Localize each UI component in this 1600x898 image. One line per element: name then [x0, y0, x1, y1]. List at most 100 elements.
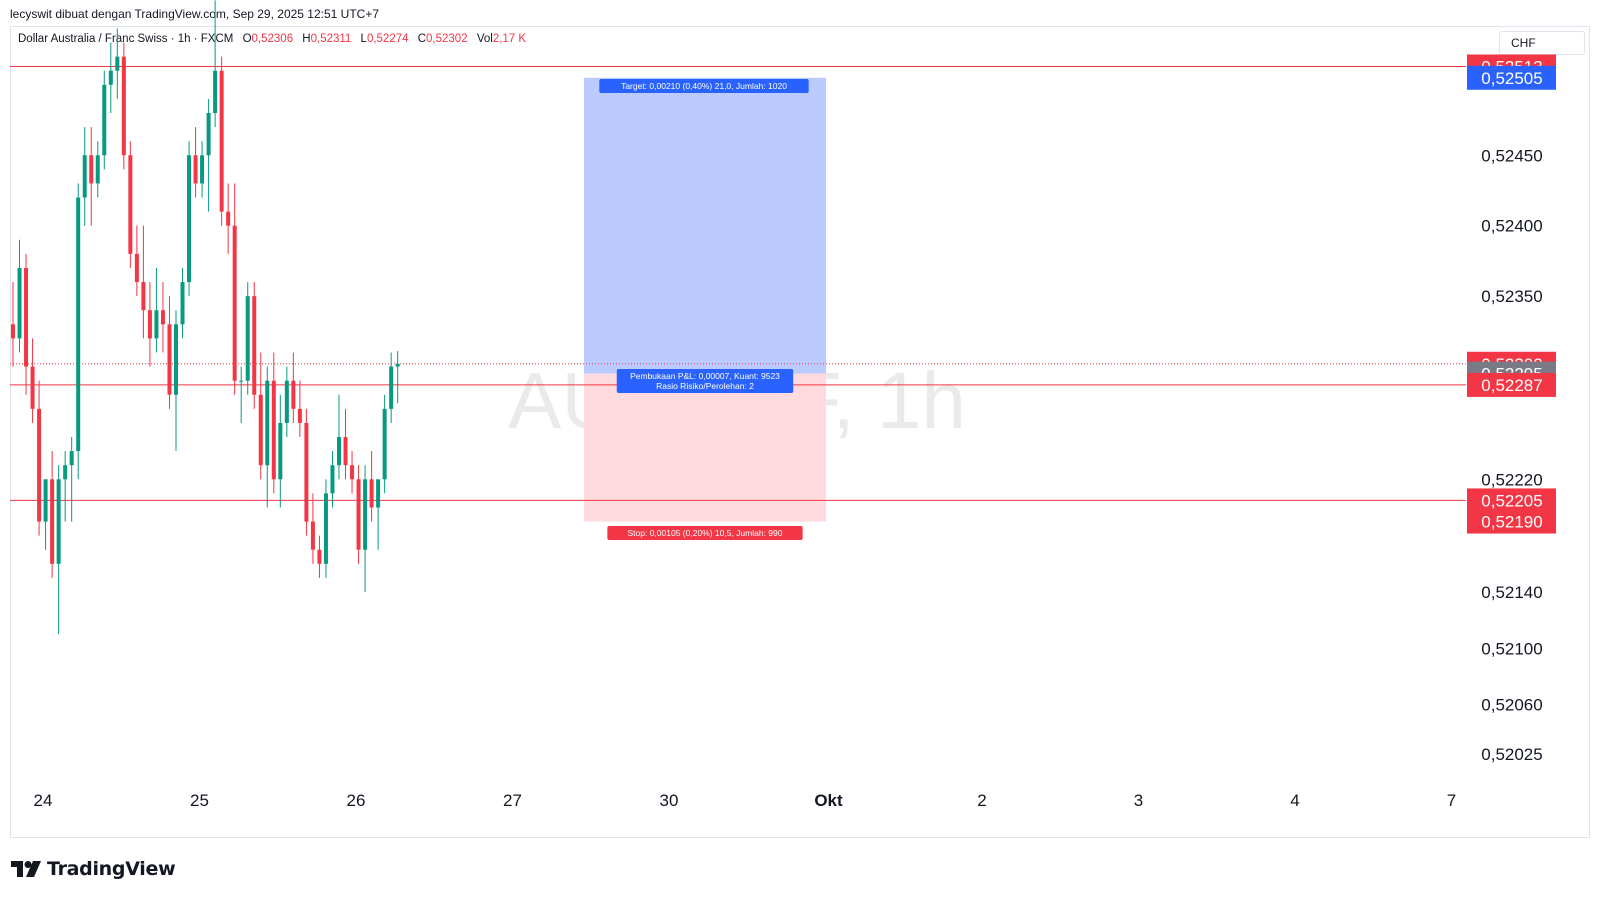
candle-body	[141, 282, 146, 311]
candle-body	[63, 465, 68, 480]
price-tick-label: 0,52100	[1481, 639, 1542, 658]
target-label-text: Target: 0,00210 (0,40%) 21,0, Jumlah: 10…	[621, 81, 787, 91]
candle	[17, 239, 22, 353]
candle-body	[330, 465, 335, 494]
entry-label-text: Pembukaan P&L: 0,00007, Kuant: 9523	[630, 371, 780, 381]
chart-attribution: lecyswit dibuat dengan TradingView.com, …	[10, 7, 380, 21]
candle-body	[180, 282, 185, 325]
candle-body	[271, 380, 276, 480]
price-tick-label: 0,52450	[1481, 146, 1542, 165]
candle	[245, 282, 250, 395]
candle	[141, 225, 146, 339]
price-axis-label: 0,52205	[1481, 491, 1542, 510]
candle	[350, 451, 355, 494]
candle	[356, 465, 361, 564]
candle	[193, 127, 198, 198]
candle-body	[304, 422, 309, 522]
price-tick-label: 0,52025	[1481, 745, 1542, 764]
entry-label-bg	[616, 369, 794, 393]
candle-body	[232, 225, 237, 381]
price-axis-label: 0,52287	[1481, 376, 1542, 395]
stop-zone	[584, 373, 826, 522]
tradingview-logo: TradingView	[11, 857, 176, 881]
candle-body	[167, 324, 172, 395]
candle-body	[193, 155, 198, 184]
candle	[187, 141, 192, 297]
candle-body	[102, 84, 107, 156]
time-tick-label: Okt	[814, 791, 843, 810]
low-label: L	[360, 33, 367, 45]
candle-body	[128, 155, 133, 254]
candle	[11, 282, 15, 367]
open-label: O	[242, 33, 252, 45]
candle-body	[219, 70, 224, 212]
candle	[317, 535, 322, 578]
candle-body	[226, 211, 231, 226]
candle-body	[337, 437, 341, 466]
candle	[206, 98, 211, 212]
candle	[43, 479, 48, 550]
time-tick-label: 24	[34, 791, 53, 810]
volume-label: Vol	[476, 33, 493, 45]
time-tick-label: 26	[347, 791, 366, 810]
candle-body	[317, 549, 322, 564]
candle	[330, 451, 335, 508]
candle	[154, 267, 159, 353]
candle	[24, 253, 29, 395]
candle-body	[297, 408, 302, 423]
candle	[134, 225, 139, 297]
candle-body	[82, 155, 87, 198]
candle	[95, 141, 100, 198]
candle	[304, 408, 309, 536]
time-tick-label: 3	[1134, 791, 1143, 810]
candle-body	[121, 56, 126, 156]
candle-body	[50, 479, 55, 564]
candle-body	[174, 324, 178, 395]
symbol-legend: Dollar Australia / Franc Swiss · 1h · FX…	[18, 33, 526, 45]
candle-body	[363, 479, 368, 550]
candle	[363, 465, 368, 592]
candle-body	[37, 408, 42, 522]
candle-body	[76, 197, 81, 452]
candle-body	[350, 465, 355, 480]
candle-body	[30, 366, 35, 409]
candle-body	[310, 521, 315, 550]
candle	[291, 352, 296, 423]
candle	[271, 352, 276, 494]
price-tick-label: 0,52400	[1481, 217, 1542, 236]
candle-body	[160, 310, 165, 325]
candle	[278, 394, 283, 508]
stop-label-bg	[607, 526, 803, 540]
candle	[115, 28, 120, 99]
candle	[76, 183, 81, 480]
price-axis-label-bg	[1467, 509, 1556, 534]
candle	[167, 296, 172, 409]
candle	[297, 380, 302, 438]
candle	[284, 366, 289, 438]
candle	[160, 282, 165, 353]
candle	[174, 310, 178, 452]
candle	[37, 380, 42, 536]
candle	[343, 408, 348, 480]
high-value: 0,52311	[310, 33, 352, 45]
symbol-description: Dollar Australia / Franc Swiss · 1h · FX…	[18, 33, 234, 45]
candle-body	[187, 155, 192, 283]
candle-body	[89, 155, 94, 184]
candle-body	[154, 310, 159, 339]
candle-body	[395, 363, 400, 367]
candle	[30, 338, 35, 423]
candle-body	[206, 112, 211, 156]
candle	[108, 42, 113, 113]
target-zone	[584, 77, 826, 374]
candle	[265, 366, 270, 508]
candle	[258, 352, 263, 480]
candle-body	[11, 324, 15, 339]
time-tick-label: 27	[503, 791, 522, 810]
candle-body	[239, 380, 244, 382]
candle	[147, 282, 152, 367]
candle	[369, 451, 374, 522]
candle-body	[343, 437, 348, 466]
candle	[82, 127, 87, 226]
currency-button[interactable]: CHF	[1499, 31, 1585, 55]
